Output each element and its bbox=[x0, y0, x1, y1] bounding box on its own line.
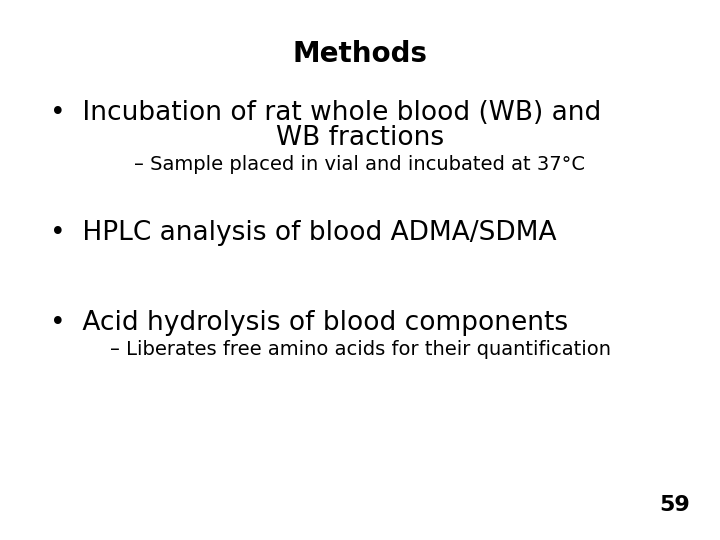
Text: 59: 59 bbox=[660, 495, 690, 515]
Text: – Sample placed in vial and incubated at 37°C: – Sample placed in vial and incubated at… bbox=[135, 155, 585, 174]
Text: – Liberates free amino acids for their quantification: – Liberates free amino acids for their q… bbox=[109, 340, 611, 359]
Text: •  HPLC analysis of blood ADMA/SDMA: • HPLC analysis of blood ADMA/SDMA bbox=[50, 220, 557, 246]
Text: •  Incubation of rat whole blood (WB) and: • Incubation of rat whole blood (WB) and bbox=[50, 100, 601, 126]
Text: WB fractions: WB fractions bbox=[276, 125, 444, 151]
Text: •  Acid hydrolysis of blood components: • Acid hydrolysis of blood components bbox=[50, 310, 568, 336]
Text: Methods: Methods bbox=[292, 40, 428, 68]
